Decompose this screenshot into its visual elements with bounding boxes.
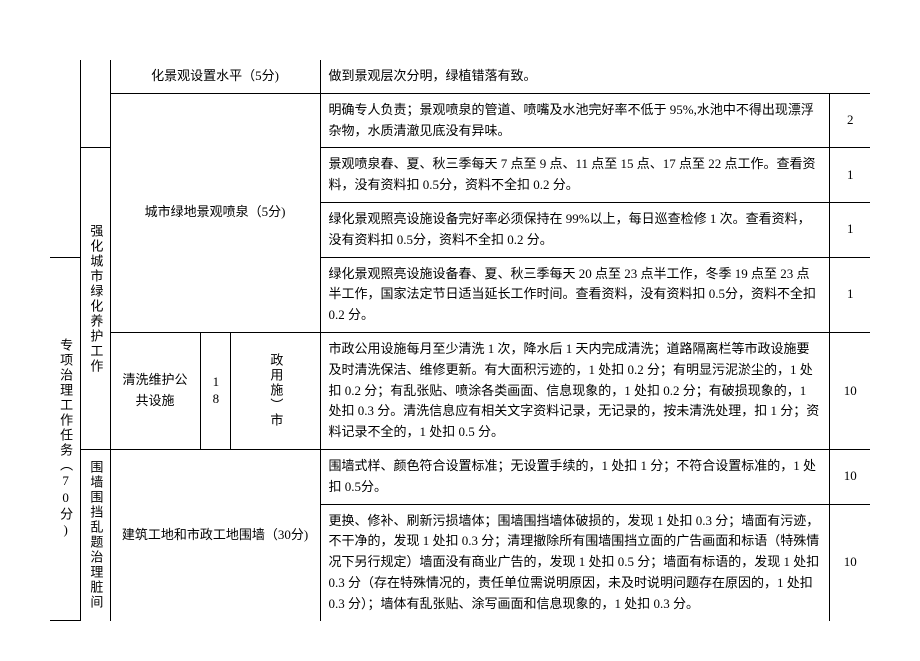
item-label: 建筑工地和市政工地围墙（30分) xyxy=(110,449,320,620)
criteria-desc: 明确专人负责；景观喷泉的管道、喷嘴及水池完好率不低于 95%,水池中不得出现漂浮… xyxy=(320,93,830,148)
category-number-vert: 18 xyxy=(200,332,230,449)
criteria-desc: 景观喷泉春、夏、秋三季每天 7 点至 9 点、11 点至 15 点、17 点至 … xyxy=(320,148,830,203)
criteria-desc: 绿化景观照亮设施设备完好率必须保持在 99%以上，每日巡查检修 1 次。查看资料… xyxy=(320,202,830,257)
criteria-score: 2 xyxy=(830,93,870,148)
criteria-score: 10 xyxy=(830,449,870,504)
item-label: 化景观设置水平（5分) xyxy=(110,60,320,93)
criteria-desc: 更换、修补、刷新污损墙体；围墙围挡墙体破损的，发现 1 处扣 0.3 分；墙面有… xyxy=(320,504,830,620)
table-row: 化景观设置水平（5分) 做到景观层次分明，绿植错落有致。 xyxy=(50,60,870,93)
criteria-desc: 做到景观层次分明，绿植错落有致。 xyxy=(320,60,870,93)
spacer-cell xyxy=(50,148,80,203)
spacer-cell xyxy=(80,60,110,93)
group-label-vert: 强化城市绿化养护工作 xyxy=(80,148,110,450)
criteria-score: 1 xyxy=(830,202,870,257)
group-label-vert: 围墙围挡乱题治理脏间 xyxy=(80,449,110,620)
criteria-desc: 市政公用设施每月至少清洗 1 次，降水后 1 天内完成清洗；道路隔离栏等市政设施… xyxy=(320,332,830,449)
table-row: 清洗维护公共设施 18 政用施）市 市政公用设施每月至少清洗 1 次，降水后 1… xyxy=(50,332,870,449)
spacer-cell xyxy=(50,202,80,257)
spacer-cell xyxy=(50,60,80,93)
spacer-cell xyxy=(50,93,80,148)
criteria-desc: 绿化景观照亮设施设备春、夏、秋三季每天 20 点至 23 点半工作，冬季 19 … xyxy=(320,257,830,332)
section-label-vert: 专项治理工作任务（70分) xyxy=(50,257,80,620)
criteria-score: 1 xyxy=(830,148,870,203)
item-label: 清洗维护公共设施 xyxy=(110,332,200,449)
criteria-score: 10 xyxy=(830,504,870,620)
criteria-desc: 围墙式样、颜色符合设置标准；无设置手续的，1 处扣 1 分；不符合设置标准的，1… xyxy=(320,449,830,504)
table-row: 城市绿地景观喷泉（5分) 明确专人负责；景观喷泉的管道、喷嘴及水池完好率不低于 … xyxy=(50,93,870,148)
assessment-table: 化景观设置水平（5分) 做到景观层次分明，绿植错落有致。 城市绿地景观喷泉（5分… xyxy=(50,60,870,621)
table-row: 围墙围挡乱题治理脏间 建筑工地和市政工地围墙（30分) 围墙式样、颜色符合设置标… xyxy=(50,449,870,504)
criteria-score: 1 xyxy=(830,257,870,332)
item-label: 城市绿地景观喷泉（5分) xyxy=(110,93,320,332)
sub-label-vert: 政用施）市 xyxy=(230,332,320,449)
spacer-cell xyxy=(80,93,110,148)
criteria-score: 10 xyxy=(830,332,870,449)
